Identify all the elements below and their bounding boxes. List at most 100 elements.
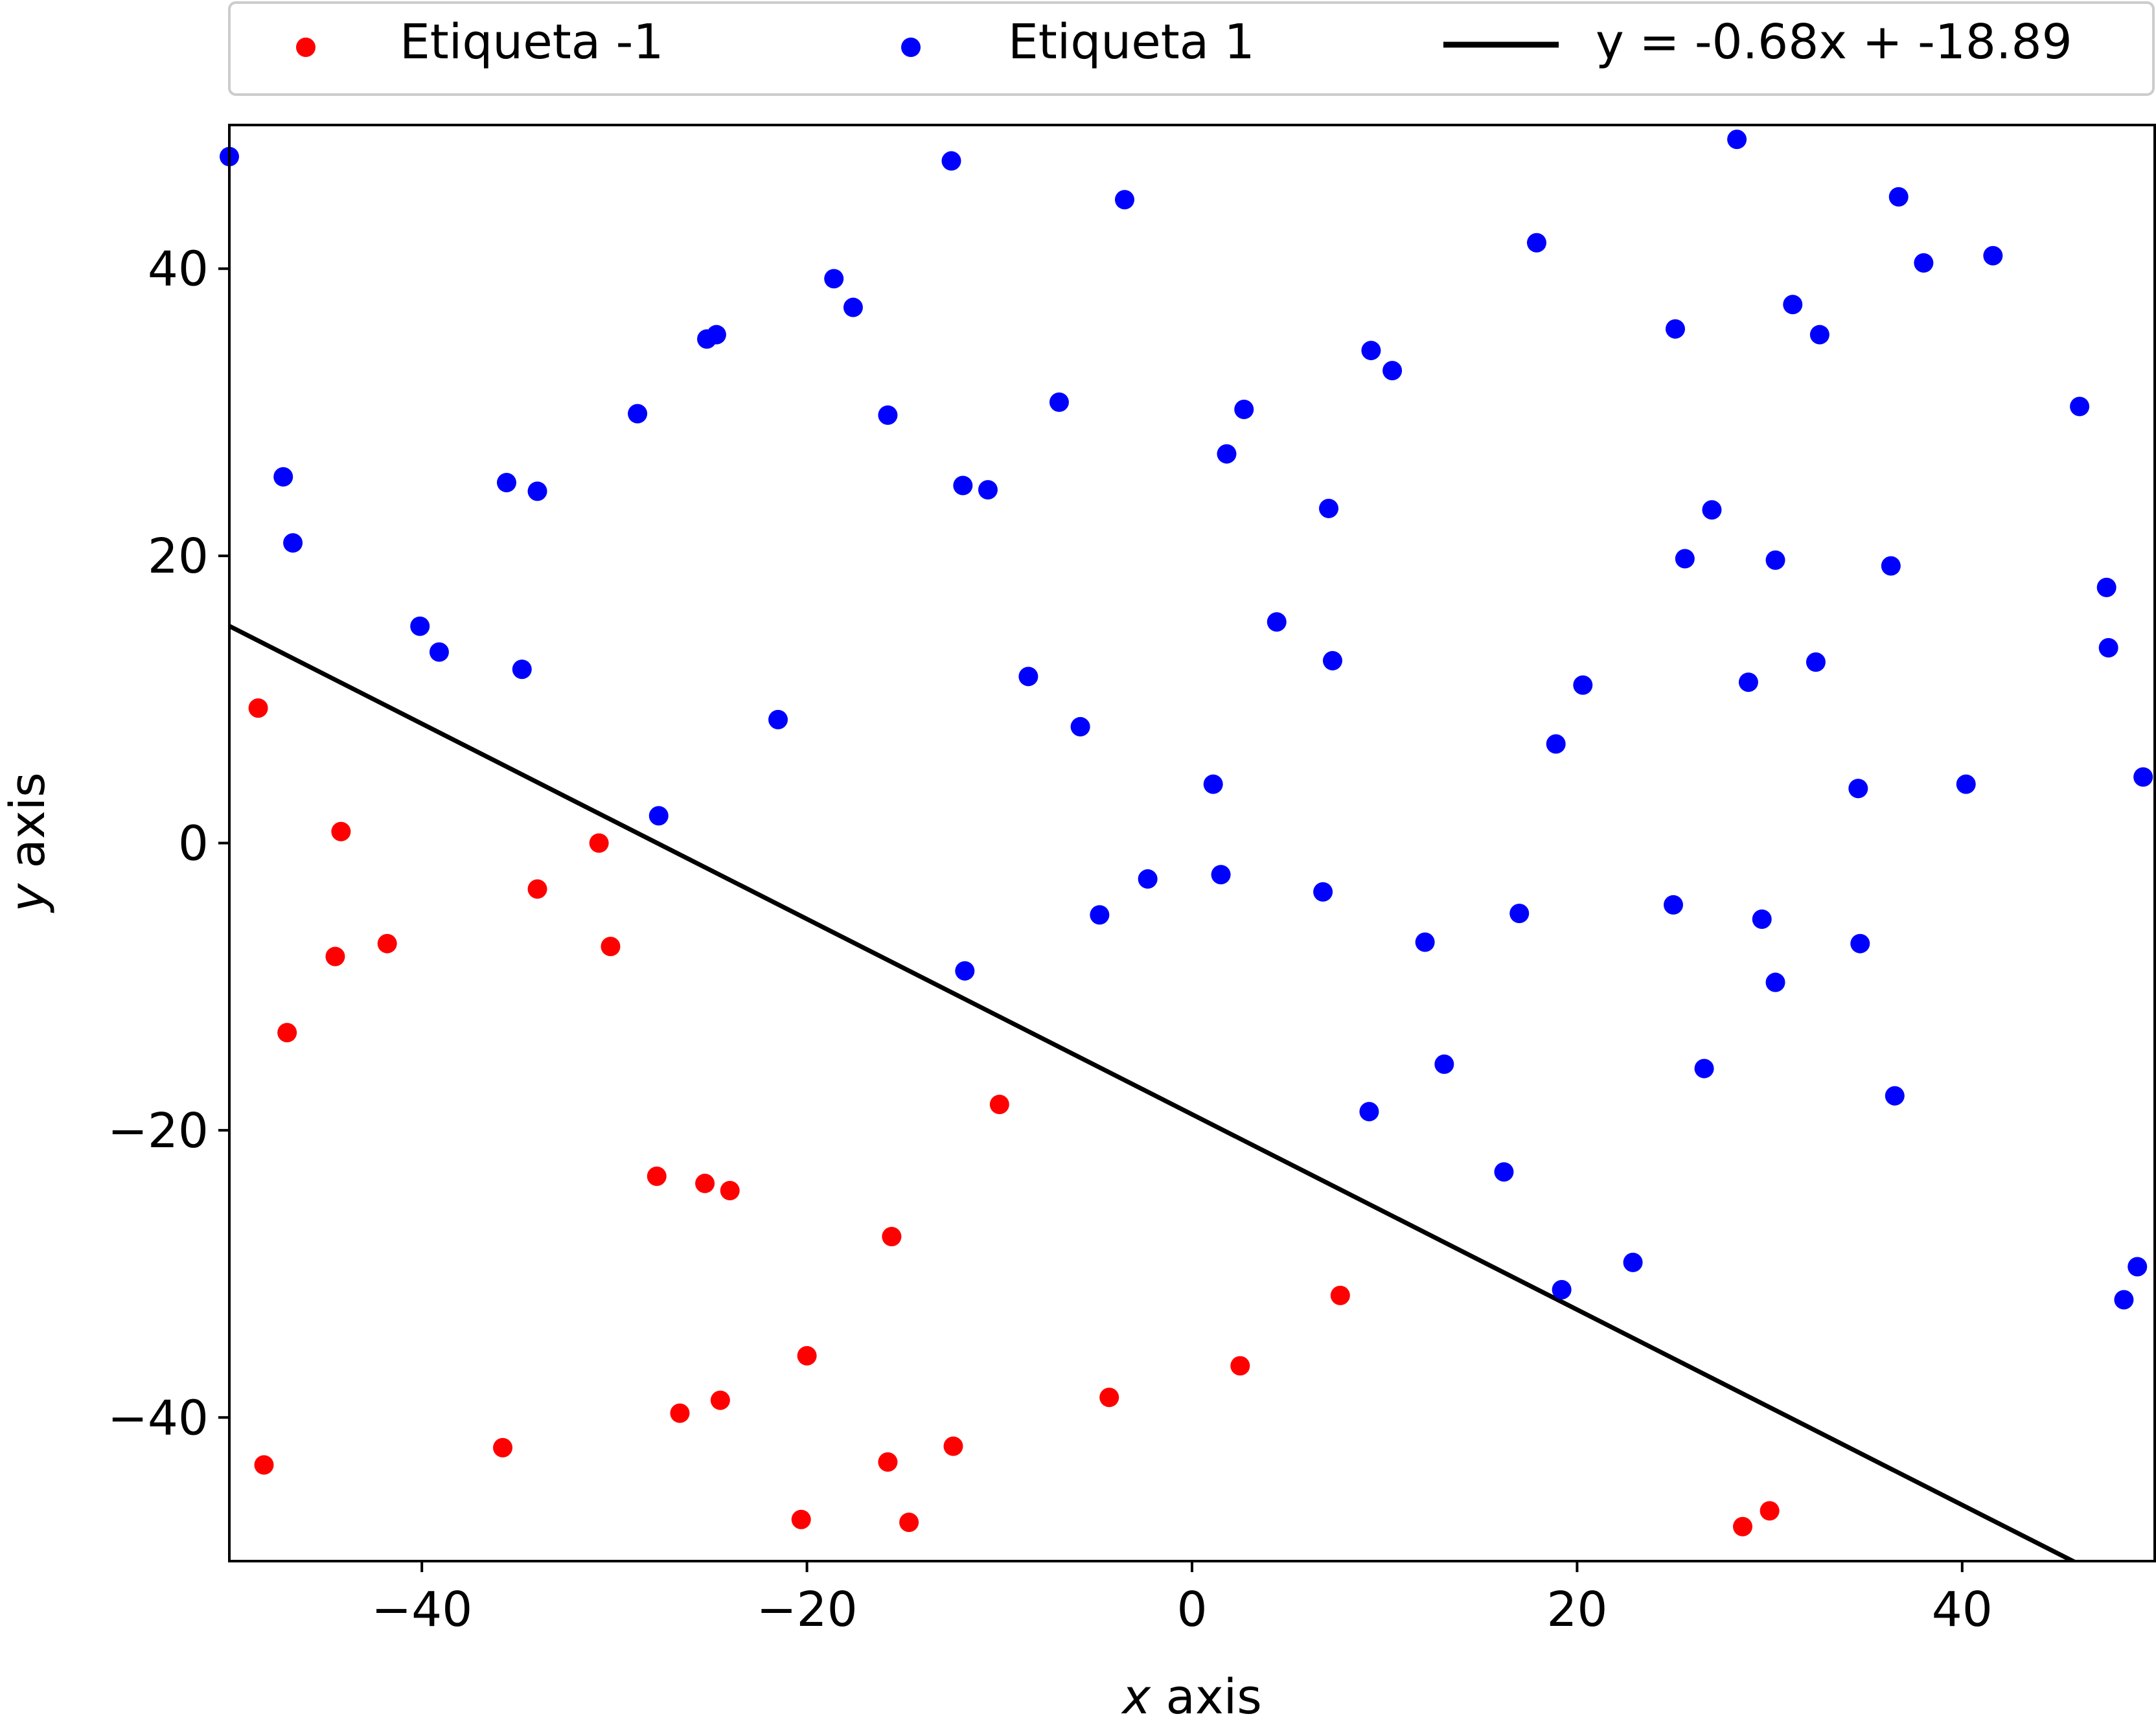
point-etiqueta-1: [843, 297, 863, 317]
y-tick-label: 20: [148, 529, 209, 584]
point-etiqueta-1: [1850, 933, 1870, 954]
point-etiqueta-1: [1138, 869, 1158, 889]
point-etiqueta-neg1: [943, 1436, 963, 1456]
point-etiqueta-1: [824, 269, 844, 289]
x-axis-label: x axis: [1121, 1669, 1262, 1725]
point-etiqueta-1: [512, 659, 532, 680]
point-etiqueta-1: [1319, 498, 1339, 518]
y-tick-label: −20: [108, 1103, 209, 1159]
point-etiqueta-1: [1359, 1102, 1379, 1122]
point-etiqueta-neg1: [601, 937, 621, 957]
point-etiqueta-1: [1509, 904, 1530, 924]
point-etiqueta-1: [1070, 716, 1090, 737]
legend-marker-etiqueta-1: [901, 38, 921, 57]
point-etiqueta-1: [1434, 1054, 1454, 1074]
point-etiqueta-1: [1809, 325, 1829, 345]
point-etiqueta-1: [1018, 667, 1038, 687]
x-tick-label: 0: [1176, 1582, 1207, 1638]
point-etiqueta-1: [1552, 1279, 1572, 1299]
point-etiqueta-neg1: [325, 946, 345, 966]
x-tick-label: −20: [757, 1582, 858, 1638]
point-etiqueta-neg1: [254, 1455, 274, 1475]
point-etiqueta-1: [429, 642, 449, 662]
legend-frame: [228, 1, 2155, 96]
point-etiqueta-neg1: [695, 1173, 715, 1193]
point-etiqueta-1: [978, 480, 998, 500]
point-etiqueta-1: [955, 961, 975, 981]
point-etiqueta-1: [1983, 246, 2003, 266]
point-etiqueta-1: [1727, 130, 1747, 150]
legend: Etiqueta -1 Etiqueta 1 y = -0.68x + -18.…: [228, 1, 2155, 96]
point-etiqueta-1: [496, 473, 516, 493]
point-etiqueta-1: [1702, 500, 1722, 520]
point-etiqueta-neg1: [527, 879, 547, 899]
point-etiqueta-1: [1623, 1252, 1643, 1272]
point-etiqueta-1: [953, 475, 973, 496]
point-etiqueta-1: [1806, 652, 1826, 672]
point-etiqueta-1: [1415, 932, 1435, 952]
point-etiqueta-1: [1664, 895, 1683, 915]
point-etiqueta-1: [1956, 774, 1976, 794]
point-etiqueta-1: [1914, 253, 1934, 273]
point-etiqueta-1: [2070, 396, 2090, 417]
point-etiqueta-1: [1313, 882, 1333, 902]
point-etiqueta-1: [628, 404, 648, 424]
y-axis-label: y axis: [0, 772, 56, 913]
x-tick-label: 20: [1546, 1582, 1607, 1638]
point-etiqueta-1: [2098, 637, 2118, 657]
point-etiqueta-neg1: [720, 1181, 740, 1201]
point-etiqueta-1: [1665, 319, 1685, 339]
point-etiqueta-1: [1494, 1162, 1514, 1182]
point-etiqueta-1: [2114, 1290, 2134, 1310]
fit-line: [229, 624, 2078, 1561]
point-etiqueta-1: [1783, 295, 1803, 315]
point-etiqueta-neg1: [331, 821, 351, 841]
point-etiqueta-neg1: [377, 933, 397, 954]
y-tick-label: −40: [108, 1390, 209, 1446]
point-etiqueta-1: [527, 481, 547, 501]
point-etiqueta-1: [2127, 1257, 2148, 1277]
point-etiqueta-neg1: [248, 698, 268, 718]
legend-label-etiqueta-1: Etiqueta 1: [1008, 14, 1255, 70]
point-etiqueta-1: [283, 533, 303, 553]
point-etiqueta-neg1: [493, 1437, 513, 1457]
point-etiqueta-1: [1203, 774, 1223, 794]
point-etiqueta-neg1: [1099, 1388, 1119, 1408]
point-etiqueta-neg1: [989, 1094, 1009, 1114]
point-etiqueta-1: [1888, 187, 1909, 207]
point-etiqueta-1: [1049, 392, 1069, 412]
x-tick-label: 40: [1932, 1582, 1993, 1638]
point-etiqueta-1: [878, 405, 898, 425]
point-etiqueta-1: [1765, 550, 1785, 570]
point-etiqueta-1: [1881, 556, 1901, 576]
y-tick-label: 40: [148, 242, 209, 297]
point-etiqueta-neg1: [882, 1226, 902, 1246]
point-etiqueta-1: [697, 329, 717, 349]
legend-marker-etiqueta-neg1: [296, 38, 315, 57]
point-etiqueta-1: [1361, 341, 1381, 361]
point-etiqueta-neg1: [878, 1452, 898, 1472]
point-etiqueta-1: [1526, 233, 1546, 253]
point-etiqueta-1: [1267, 612, 1287, 632]
point-etiqueta-1: [1675, 549, 1695, 569]
point-etiqueta-1: [1211, 865, 1231, 885]
point-etiqueta-1: [1752, 909, 1772, 930]
point-etiqueta-1: [1382, 361, 1403, 381]
point-etiqueta-1: [1234, 399, 1254, 419]
point-etiqueta-1: [1738, 672, 1758, 692]
point-etiqueta-neg1: [1330, 1285, 1350, 1305]
point-etiqueta-1: [1573, 675, 1593, 695]
point-etiqueta-neg1: [791, 1509, 811, 1529]
point-etiqueta-neg1: [647, 1166, 667, 1186]
point-etiqueta-neg1: [670, 1403, 690, 1423]
point-etiqueta-1: [1114, 190, 1134, 210]
point-etiqueta-1: [768, 709, 788, 729]
point-etiqueta-1: [2096, 577, 2116, 597]
point-etiqueta-1: [941, 151, 961, 171]
point-etiqueta-1: [648, 806, 669, 826]
plot-area-frame: [228, 124, 2156, 1562]
point-etiqueta-1: [1694, 1058, 1714, 1079]
point-etiqueta-neg1: [1732, 1516, 1752, 1537]
x-tick-label: −40: [371, 1582, 472, 1638]
